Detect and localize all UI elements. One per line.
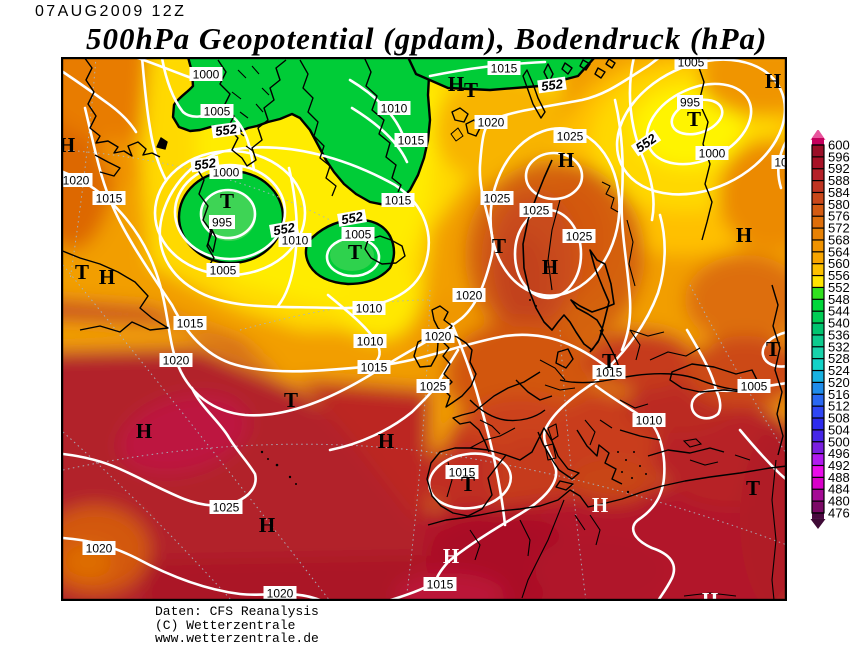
svg-text:1020: 1020 [267,587,294,601]
svg-text:552: 552 [214,121,238,139]
svg-text:504: 504 [828,422,850,437]
svg-text:1000: 1000 [193,68,220,82]
svg-text:532: 532 [828,339,850,354]
svg-text:528: 528 [828,351,850,366]
svg-text:1010: 1010 [381,102,408,116]
svg-text:1015: 1015 [449,466,476,480]
svg-text:T: T [492,234,506,258]
svg-text:1025: 1025 [420,380,447,394]
svg-text:T: T [687,107,701,131]
svg-text:H: H [448,72,464,96]
svg-text:T: T [220,189,234,213]
svg-text:H: H [136,419,152,443]
svg-text:1000: 1000 [213,166,240,180]
svg-text:492: 492 [828,458,850,473]
svg-text:1015: 1015 [491,62,518,76]
svg-text:1025: 1025 [557,130,584,144]
svg-text:T: T [766,337,780,361]
svg-text:588: 588 [828,173,850,188]
svg-text:1025: 1025 [484,192,511,206]
svg-text:1020: 1020 [163,354,190,368]
svg-text:1020: 1020 [425,330,452,344]
svg-text:1005: 1005 [678,57,705,70]
svg-text:1025: 1025 [566,230,593,244]
svg-text:1015: 1015 [96,192,123,206]
svg-text:1025: 1025 [213,501,240,515]
svg-text:564: 564 [828,244,850,259]
svg-text:H: H [558,148,574,172]
svg-text:T: T [284,388,298,412]
svg-text:524: 524 [828,363,850,378]
svg-text:H: H [259,513,275,537]
svg-text:1015: 1015 [427,578,454,592]
svg-text:1020: 1020 [63,174,90,188]
svg-text:1015: 1015 [398,134,425,148]
svg-text:H: H [542,255,558,279]
svg-text:488: 488 [828,470,850,485]
svg-text:484: 484 [828,482,850,497]
svg-text:995: 995 [212,216,232,230]
svg-text:H: H [443,544,459,568]
svg-text:552: 552 [272,220,297,239]
svg-text:556: 556 [828,268,850,283]
svg-text:508: 508 [828,411,850,426]
svg-text:520: 520 [828,375,850,390]
svg-text:1015: 1015 [177,317,204,331]
svg-text:580: 580 [828,197,850,212]
svg-text:600: 600 [828,138,850,153]
svg-text:H: H [702,588,718,601]
svg-text:500: 500 [828,434,850,449]
svg-text:1005: 1005 [741,380,768,394]
svg-text:H: H [99,265,115,289]
svg-text:552: 552 [193,155,217,173]
svg-text:560: 560 [828,256,850,271]
svg-text:H: H [736,223,752,247]
svg-text:536: 536 [828,327,850,342]
svg-text:512: 512 [828,399,850,414]
svg-text:548: 548 [828,292,850,307]
svg-text:1005: 1005 [204,105,231,119]
svg-text:576: 576 [828,209,850,224]
svg-text:H: H [765,69,781,93]
svg-text:552: 552 [828,280,850,295]
svg-text:1020: 1020 [478,116,505,130]
svg-text:T: T [602,349,616,373]
svg-text:1005: 1005 [210,264,237,278]
svg-text:T: T [461,472,475,496]
svg-text:584: 584 [828,185,850,200]
svg-text:516: 516 [828,387,850,402]
svg-text:1015: 1015 [596,366,623,380]
svg-text:544: 544 [828,304,850,319]
svg-text:1015: 1015 [361,361,388,375]
svg-text:552: 552 [540,76,564,94]
svg-text:10: 10 [774,156,787,170]
svg-text:572: 572 [828,221,850,236]
svg-text:H: H [592,493,608,517]
svg-text:1005: 1005 [345,228,372,242]
svg-text:995: 995 [680,96,700,110]
svg-text:552: 552 [340,209,365,228]
svg-text:1015: 1015 [385,194,412,208]
svg-text:568: 568 [828,232,850,247]
svg-text:480: 480 [828,494,850,509]
svg-text:T: T [75,260,89,284]
svg-text:1020: 1020 [86,542,113,556]
svg-text:1020: 1020 [456,289,483,303]
svg-text:T: T [746,476,760,500]
svg-text:596: 596 [828,149,850,164]
svg-text:1010: 1010 [636,414,663,428]
svg-text:H: H [378,429,394,453]
svg-text:476: 476 [828,505,850,520]
svg-text:T: T [348,240,362,264]
svg-text:496: 496 [828,446,850,461]
svg-text:540: 540 [828,316,850,331]
svg-text:1010: 1010 [356,302,383,316]
svg-text:1010: 1010 [282,234,309,248]
svg-text:T: T [464,78,478,102]
svg-text:592: 592 [828,161,850,176]
svg-text:1000: 1000 [699,147,726,161]
svg-text:1025: 1025 [523,204,550,218]
svg-text:1010: 1010 [357,335,384,349]
svg-text:H: H [61,133,75,157]
